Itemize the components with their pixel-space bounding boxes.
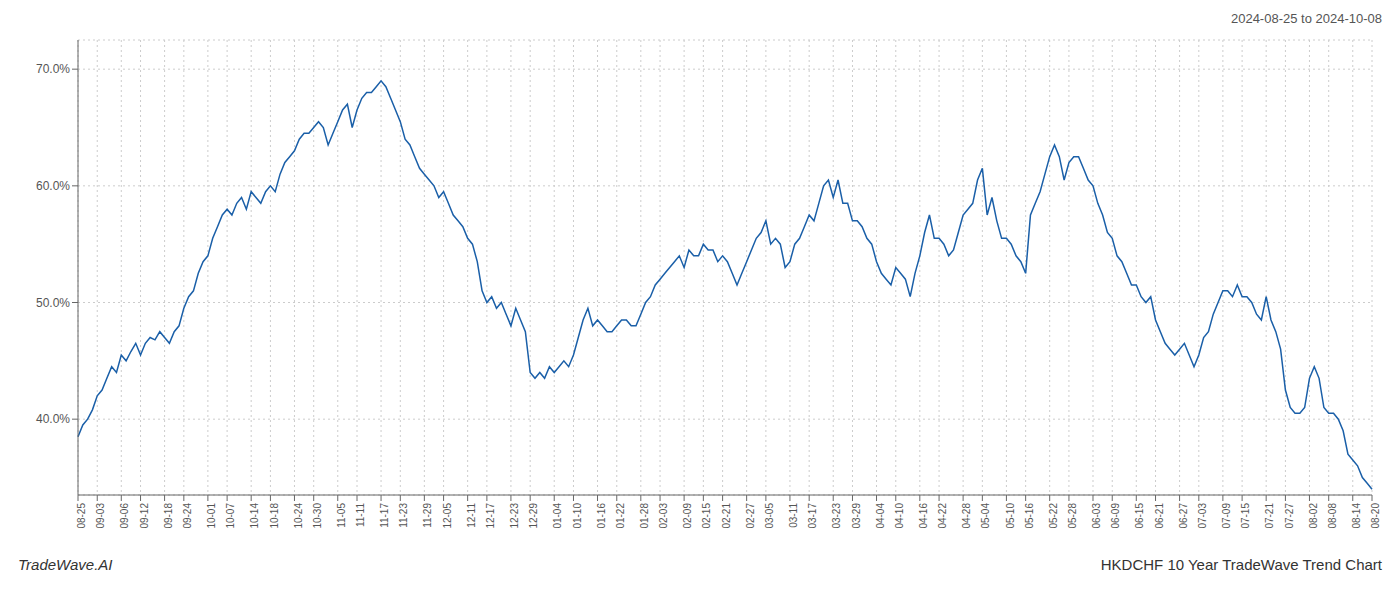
svg-text:08-14: 08-14: [1351, 503, 1362, 529]
svg-text:10-07: 10-07: [225, 503, 236, 529]
svg-text:09-12: 09-12: [139, 503, 150, 529]
svg-text:07-21: 07-21: [1264, 503, 1275, 529]
svg-text:01-22: 01-22: [615, 503, 626, 529]
svg-text:10-14: 10-14: [249, 503, 260, 529]
svg-text:05-28: 05-28: [1067, 503, 1078, 529]
svg-text:06-21: 06-21: [1154, 503, 1165, 529]
svg-text:10-24: 10-24: [293, 503, 304, 529]
svg-text:09-18: 09-18: [163, 503, 174, 529]
svg-text:02-21: 02-21: [721, 503, 732, 529]
svg-text:03-17: 03-17: [807, 503, 818, 529]
svg-text:05-04: 05-04: [980, 503, 991, 529]
svg-text:40.0%: 40.0%: [36, 412, 70, 426]
svg-text:08-08: 08-08: [1327, 503, 1338, 529]
svg-text:03-29: 03-29: [851, 503, 862, 529]
html-text:HKDCHF 10 Year TradeWave Trend: HKDCHF 10 Year TradeWave Trend Chart: [1100, 555, 1382, 573]
html-text:2024-08-25 to 2024-10-08: 2024-08-25 to 2024-10-08: [1230, 11, 1382, 26]
svg-text:12-29: 12-29: [528, 503, 539, 529]
svg-text:04-28: 04-28: [961, 503, 972, 529]
svg-text:06-27: 06-27: [1178, 503, 1189, 529]
svg-text:12-05: 12-05: [442, 503, 453, 529]
svg-text:01-28: 01-28: [639, 503, 650, 529]
svg-text:08-02: 08-02: [1308, 503, 1319, 529]
svg-text:02-09: 02-09: [682, 503, 693, 529]
svg-text:11-05: 11-05: [336, 503, 347, 528]
svg-text:09-24: 09-24: [182, 503, 193, 529]
svg-text:10-01: 10-01: [206, 503, 217, 529]
svg-text:04-22: 04-22: [937, 503, 948, 529]
svg-text:10-18: 10-18: [269, 503, 280, 529]
svg-text:03-05: 03-05: [764, 503, 775, 529]
svg-text:50.0%: 50.0%: [36, 296, 70, 310]
svg-text:06-15: 06-15: [1134, 503, 1145, 529]
svg-text:05-22: 05-22: [1048, 503, 1059, 529]
svg-text:07-15: 07-15: [1240, 503, 1251, 529]
svg-text:04-16: 04-16: [918, 503, 929, 529]
svg-text:12-17: 12-17: [485, 503, 496, 529]
svg-text:08-25: 08-25: [76, 503, 87, 529]
svg-text:05-16: 05-16: [1024, 503, 1035, 529]
svg-text:01-16: 01-16: [596, 503, 607, 529]
svg-text:11-17: 11-17: [379, 503, 390, 528]
svg-text:03-23: 03-23: [831, 503, 842, 529]
svg-text:05-10: 05-10: [1005, 503, 1016, 529]
svg-text:02-15: 02-15: [701, 503, 712, 529]
svg-text:02-27: 02-27: [745, 503, 756, 529]
svg-text:12-23: 12-23: [509, 503, 520, 529]
svg-text:09-03: 09-03: [95, 503, 106, 529]
svg-text:12-11: 12-11: [466, 503, 477, 528]
svg-text:06-03: 06-03: [1091, 503, 1102, 529]
svg-text:70.0%: 70.0%: [36, 62, 70, 76]
svg-text:11-11: 11-11: [355, 503, 366, 528]
svg-text:60.0%: 60.0%: [36, 179, 70, 193]
svg-text:04-10: 04-10: [894, 503, 905, 529]
svg-text:07-27: 07-27: [1284, 503, 1295, 529]
svg-text:03-11: 03-11: [788, 503, 799, 528]
html-text:TradeWave.AI: TradeWave.AI: [18, 555, 113, 573]
svg-text:01-10: 01-10: [572, 503, 583, 529]
svg-text:08-20: 08-20: [1370, 503, 1381, 529]
svg-text:01-04: 01-04: [552, 503, 563, 529]
svg-text:10-30: 10-30: [312, 503, 323, 529]
svg-text:04-04: 04-04: [875, 503, 886, 529]
svg-text:09-06: 09-06: [119, 503, 130, 529]
svg-text:07-03: 07-03: [1197, 503, 1208, 529]
svg-text:11-23: 11-23: [398, 503, 409, 528]
svg-text:07-09: 07-09: [1221, 503, 1232, 529]
svg-text:11-29: 11-29: [422, 503, 433, 528]
svg-text:02-03: 02-03: [658, 503, 669, 529]
svg-text:06-09: 06-09: [1110, 503, 1121, 529]
